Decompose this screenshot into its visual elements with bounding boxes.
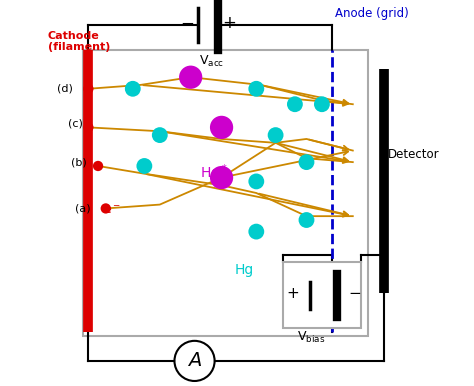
Point [303,217,310,223]
Point [84,86,92,92]
Point [218,174,225,181]
Point [318,101,326,107]
Point [129,86,137,92]
Text: Hg$^*$: Hg$^*$ [200,163,228,185]
Point [291,101,299,107]
Text: V$_{\rm bias}$: V$_{\rm bias}$ [297,330,325,345]
Bar [82,50,368,336]
Text: e$^-$: e$^-$ [102,204,120,217]
Point [156,132,164,138]
Point [303,159,310,165]
Text: Anode (grid): Anode (grid) [336,7,409,20]
Point [102,205,109,212]
Point [84,124,92,130]
Point [253,86,260,92]
Text: +: + [222,14,236,32]
Text: (b): (b) [71,157,86,167]
Text: −: − [348,286,361,301]
Point [218,124,225,130]
Point [141,163,148,169]
Point [272,132,279,138]
Point [253,229,260,235]
Point [187,74,194,80]
Text: −: − [180,14,194,32]
Text: (a): (a) [75,203,91,213]
Bar [283,262,361,328]
Text: +: + [287,286,300,301]
Point [94,163,102,169]
Text: A: A [188,351,201,371]
Text: Hg: Hg [235,263,255,277]
Text: V$_{\rm acc}$: V$_{\rm acc}$ [199,54,224,69]
Text: Cathode
(filament): Cathode (filament) [48,31,110,52]
Text: Detector: Detector [388,148,439,161]
Point [253,178,260,185]
Text: (d): (d) [57,84,73,94]
Text: (c): (c) [68,119,82,129]
